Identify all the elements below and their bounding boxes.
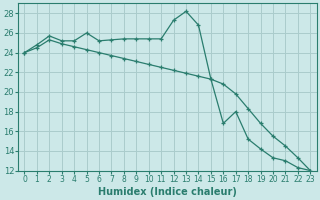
X-axis label: Humidex (Indice chaleur): Humidex (Indice chaleur) bbox=[98, 187, 237, 197]
